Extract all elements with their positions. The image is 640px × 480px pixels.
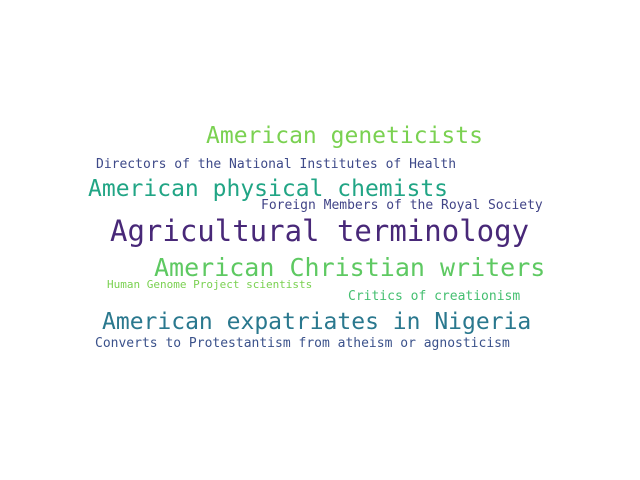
word-american-christian-writers: American Christian writers <box>154 253 546 282</box>
word-directors-nih: Directors of the National Institutes of … <box>96 157 457 172</box>
word-agricultural-terminology: Agricultural terminology <box>110 214 530 248</box>
word-american-geneticists: American geneticists <box>206 123 483 149</box>
word-american-physical-chemists: American physical chemists <box>88 176 449 202</box>
word-american-expatriates-nigeria: American expatriates in Nigeria <box>102 309 532 335</box>
word-human-genome-project-scientists: Human Genome Project scientists <box>107 278 313 291</box>
word-converts-to-protestantism: Converts to Protestantism from atheism o… <box>95 336 510 351</box>
word-critics-of-creationism: Critics of creationism <box>348 289 521 304</box>
word-foreign-members-royal-society: Foreign Members of the Royal Society <box>261 198 543 213</box>
